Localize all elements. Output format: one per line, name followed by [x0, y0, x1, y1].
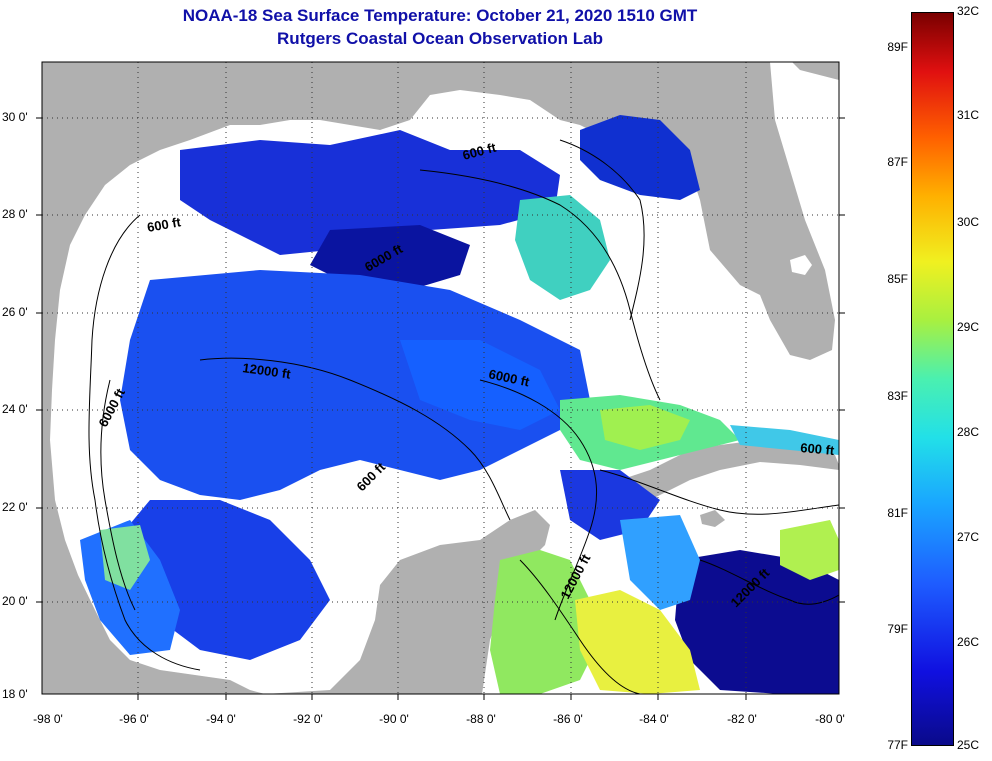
lon-label: -82 0': [727, 712, 757, 726]
colorbar-celsius-label: 27C: [957, 530, 980, 544]
lon-label: -90 0': [379, 712, 409, 726]
colorbar-celsius-label: 29C: [957, 320, 980, 334]
lat-label: 24 0': [2, 402, 28, 416]
map-title: NOAA-18 Sea Surface Temperature: October…: [182, 6, 698, 25]
lon-label: -80 0': [815, 712, 845, 726]
map-frame: [41, 61, 840, 695]
lat-lon-grid: [42, 62, 839, 694]
lat-label: 30 0': [2, 110, 28, 124]
cuba-land: [595, 440, 839, 510]
colorbar-fahrenheit-label: 77F: [887, 738, 908, 752]
colorbar-fahrenheit-label: 81F: [887, 506, 908, 520]
lon-label: -86 0': [553, 712, 583, 726]
lon-label: -94 0': [206, 712, 236, 726]
contour-label: 600 ft: [800, 440, 836, 458]
colorbar-fahrenheit-label: 87F: [887, 155, 908, 169]
us-gulf-coast-land: [42, 62, 839, 694]
colorbar-celsius-label: 25C: [957, 738, 980, 752]
lon-label: -98 0': [33, 712, 63, 726]
lat-label: 28 0': [2, 207, 28, 221]
colorbar-celsius-label: 26C: [957, 635, 980, 649]
contour-label: 12000 ft: [242, 360, 293, 382]
contour-label: 600 ft: [146, 214, 183, 235]
lat-label: 26 0': [2, 305, 28, 319]
temperature-colorbar: [911, 12, 954, 746]
colorbar-fahrenheit-label: 83F: [887, 389, 908, 403]
bathymetry-contours: [88, 139, 839, 694]
cold-water-patches: [80, 115, 839, 694]
lat-label: 22 0': [2, 500, 28, 514]
lon-label: -96 0': [119, 712, 149, 726]
colorbar-celsius-label: 28C: [957, 425, 980, 439]
isle-of-youth-land: [700, 510, 725, 527]
colorbar-celsius-label: 32C: [957, 4, 980, 18]
colorbar-celsius-label: 30C: [957, 215, 980, 229]
lat-label: 18 0': [2, 687, 28, 701]
warm-water-patches: [100, 195, 839, 694]
colorbar-fahrenheit-label: 89F: [887, 40, 908, 54]
lake-okeechobee: [790, 255, 812, 275]
lon-label: -84 0': [639, 712, 669, 726]
lon-label: -88 0': [466, 712, 496, 726]
colorbar-fahrenheit-label: 79F: [887, 622, 908, 636]
lon-label: -92 0': [293, 712, 323, 726]
colorbar-fahrenheit-label: 85F: [887, 272, 908, 286]
map-subtitle: Rutgers Coastal Ocean Observation Lab: [277, 29, 603, 48]
lat-label: 20 0': [2, 594, 28, 608]
axis-ticks: [36, 117, 845, 700]
colorbar-celsius-label: 31C: [957, 108, 980, 122]
